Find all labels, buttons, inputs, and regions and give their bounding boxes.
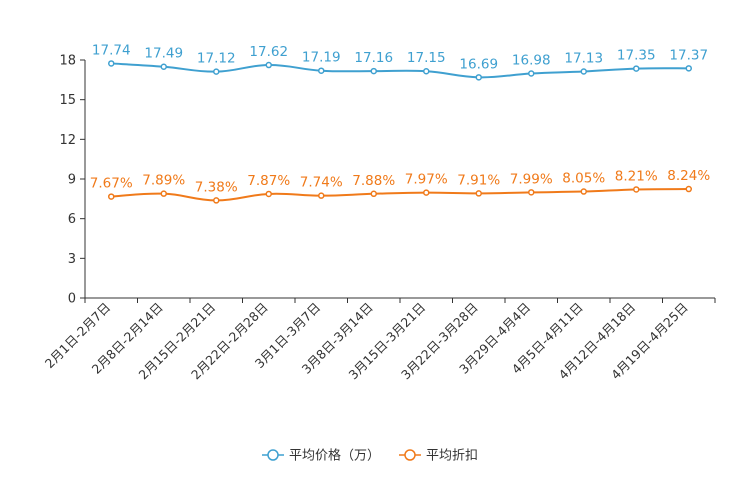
y-tick-label: 0	[68, 292, 76, 307]
y-tick-label: 9	[68, 173, 76, 188]
data-label: 7.99%	[510, 171, 553, 187]
y-tick-label: 12	[59, 133, 76, 148]
data-point	[265, 61, 272, 69]
data-point	[370, 190, 377, 198]
data-label: 8.21%	[615, 168, 658, 184]
legend-item-1[interactable]: 平均价格（万）	[262, 448, 380, 464]
legend-circle-icon	[267, 449, 279, 461]
data-label: 16.98	[512, 52, 551, 68]
data-point	[475, 190, 482, 197]
data-point	[108, 193, 115, 200]
data-point	[213, 68, 220, 75]
data-label: 7.97%	[405, 172, 448, 188]
y-tick-label: 3	[68, 252, 76, 267]
data-point	[108, 60, 115, 67]
legend-item-2[interactable]: 平均折扣	[399, 449, 478, 464]
data-label: 17.19	[302, 50, 341, 66]
data-point	[370, 67, 377, 75]
series-line-2	[111, 188, 689, 202]
data-label: 7.89%	[142, 173, 185, 189]
data-label: 17.74	[92, 42, 131, 58]
y-tick-label: 18	[59, 54, 76, 69]
data-label: 17.15	[407, 50, 446, 66]
data-label: 17.35	[617, 48, 656, 64]
data-point	[265, 190, 272, 198]
data-label: 7.88%	[352, 173, 395, 189]
data-point	[160, 190, 167, 197]
data-point	[423, 67, 430, 75]
data-point	[160, 63, 167, 70]
axes: 03691215182月1日-2月7日2月8日-2月14日2月15日-2月21日…	[42, 54, 716, 382]
data-label: 17.13	[564, 51, 603, 67]
data-point	[318, 67, 325, 74]
data-label: 17.16	[354, 50, 393, 66]
data-label: 17.49	[144, 46, 183, 62]
data-point	[633, 186, 640, 193]
data-point	[528, 189, 535, 196]
data-label: 8.24%	[667, 168, 710, 184]
legend[interactable]: 平均价格（万） 平均折扣	[262, 448, 478, 464]
data-label: 7.67%	[90, 176, 133, 192]
data-point	[318, 192, 325, 199]
data-point	[580, 68, 587, 75]
data-point	[213, 197, 220, 204]
legend-circle-icon	[404, 449, 416, 461]
data-label: 17.37	[669, 47, 708, 63]
y-tick-label: 6	[68, 212, 76, 227]
data-label: 7.74%	[300, 175, 343, 191]
data-label: 17.12	[197, 51, 236, 67]
data-point	[580, 188, 587, 195]
legend-label: 平均价格（万）	[289, 448, 380, 464]
data-point	[475, 74, 482, 81]
data-point	[528, 70, 535, 77]
data-label: 16.69	[459, 56, 498, 72]
data-point	[423, 189, 430, 196]
data-label: 8.05%	[562, 171, 605, 187]
data-point	[685, 65, 692, 72]
series-line-1	[111, 62, 689, 79]
legend-label: 平均折扣	[426, 449, 478, 464]
data-label: 7.38%	[195, 179, 238, 195]
series-lines	[108, 60, 692, 204]
data-point	[685, 185, 692, 193]
data-labels: 17.74 17.49 17.12 17.62 17.19 17.16 17.15 16.69…	[90, 42, 711, 195]
data-label: 7.91%	[457, 172, 500, 188]
data-label: 7.87%	[247, 173, 290, 189]
data-point	[633, 65, 640, 72]
y-tick-label: 15	[59, 93, 76, 108]
data-label: 17.62	[249, 44, 288, 60]
